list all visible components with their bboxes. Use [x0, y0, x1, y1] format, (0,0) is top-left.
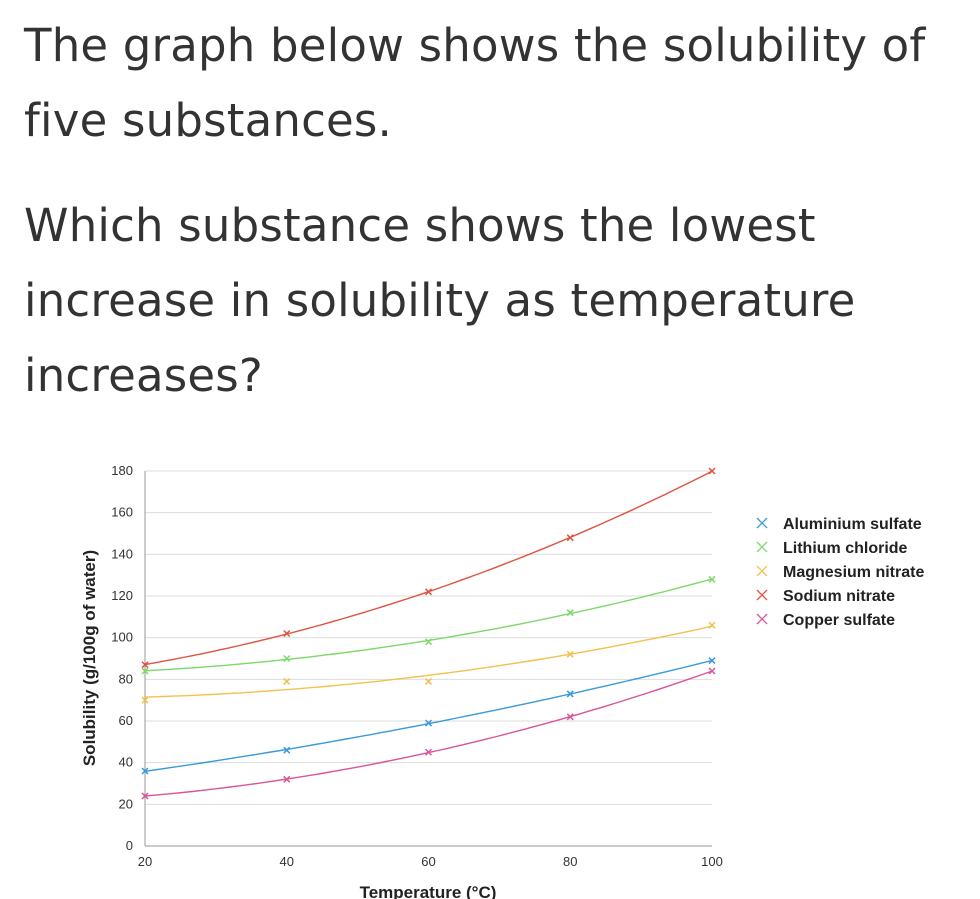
sodium-nitrate-legend-label: Sodium nitrate — [783, 588, 895, 605]
lithium-chloride-line — [144, 578, 713, 672]
magnesium-nitrate-legend-marker — [756, 565, 768, 577]
magnesium-nitrate-point — [708, 621, 716, 629]
data-markers — [141, 467, 716, 800]
sodium-nitrate-point — [141, 661, 149, 669]
x-axis-title: Temperature (°C) — [360, 883, 497, 899]
sodium-nitrate-legend-marker — [756, 589, 768, 601]
copper-sulfate-legend-label: Copper sulfate — [783, 612, 895, 629]
y-tick-label: 0 — [126, 838, 133, 853]
magnesium-nitrate-line — [144, 625, 713, 698]
x-tick-label: 100 — [701, 854, 723, 869]
sodium-nitrate-point — [283, 629, 291, 638]
lithium-chloride-point — [566, 609, 574, 617]
x-tick-label: 20 — [138, 854, 152, 869]
aluminium-sulfate-point — [566, 690, 574, 698]
aluminium-sulfate-legend-label: Aluminium sulfate — [783, 516, 922, 533]
aluminium-sulfate-point — [283, 746, 291, 754]
magnesium-nitrate-point — [283, 677, 291, 685]
sodium-nitrate-point — [424, 588, 433, 596]
lithium-chloride-legend-marker — [756, 541, 768, 553]
magnesium-nitrate-point — [424, 677, 433, 685]
y-tick-labels: 0 20 40 60 80 100 120 140 160 180 — [111, 463, 133, 853]
lithium-chloride-legend-label: Lithium chloride — [783, 540, 908, 557]
magnesium-nitrate-point — [141, 696, 149, 704]
aluminium-sulfate-point — [141, 767, 149, 775]
x-tick-label: 60 — [421, 854, 435, 869]
lithium-chloride-point — [424, 638, 433, 646]
copper-sulfate-point — [141, 792, 149, 800]
series-lines — [144, 470, 713, 797]
copper-sulfate-legend-marker — [756, 613, 768, 625]
y-tick-label: 140 — [111, 546, 133, 561]
y-tick-label: 60 — [119, 713, 133, 728]
x-tick-labels: 20 40 60 80 100 — [138, 854, 723, 869]
copper-sulfate-line — [144, 670, 713, 797]
y-tick-label: 160 — [111, 505, 133, 520]
y-tick-label: 80 — [119, 671, 133, 686]
legend: Aluminium sulfate Lithium chloride Magnesi… — [756, 516, 924, 629]
copper-sulfate-point — [283, 775, 291, 783]
grid-lines — [145, 470, 712, 805]
x-tick-label: 80 — [563, 854, 577, 869]
y-tick-label: 120 — [111, 588, 133, 603]
question-text: The graph below shows the solubility of … — [24, 8, 964, 413]
solubility-chart: 0 20 40 60 80 100 120 140 160 180 20 40 60 80 100 Sol… — [80, 463, 924, 899]
sodium-nitrate-point — [708, 467, 716, 475]
lithium-chloride-point — [141, 667, 149, 675]
copper-sulfate-point — [424, 748, 433, 756]
y-tick-label: 100 — [111, 630, 133, 645]
y-tick-label: 20 — [119, 796, 133, 811]
sodium-nitrate-point — [566, 534, 574, 542]
aluminium-sulfate-line — [144, 659, 713, 772]
x-tick-label: 40 — [280, 854, 294, 869]
question-prompt: Which substance shows the lowest increas… — [24, 199, 856, 402]
aluminium-sulfate-point — [708, 657, 716, 665]
question-intro: The graph below shows the solubility of … — [24, 19, 926, 147]
lithium-chloride-point — [708, 575, 716, 583]
y-axis-title: Solubility (g/100g of water) — [80, 550, 99, 766]
y-tick-label: 180 — [111, 463, 133, 478]
magnesium-nitrate-legend-label: Magnesium nitrate — [783, 564, 924, 581]
magnesium-nitrate-point — [566, 650, 574, 658]
y-tick-label: 40 — [119, 755, 133, 770]
aluminium-sulfate-legend-marker — [756, 517, 768, 529]
lithium-chloride-point — [283, 654, 291, 663]
copper-sulfate-point — [566, 713, 574, 721]
aluminium-sulfate-point — [424, 719, 433, 727]
copper-sulfate-point — [708, 667, 716, 675]
sodium-nitrate-line — [144, 470, 713, 666]
